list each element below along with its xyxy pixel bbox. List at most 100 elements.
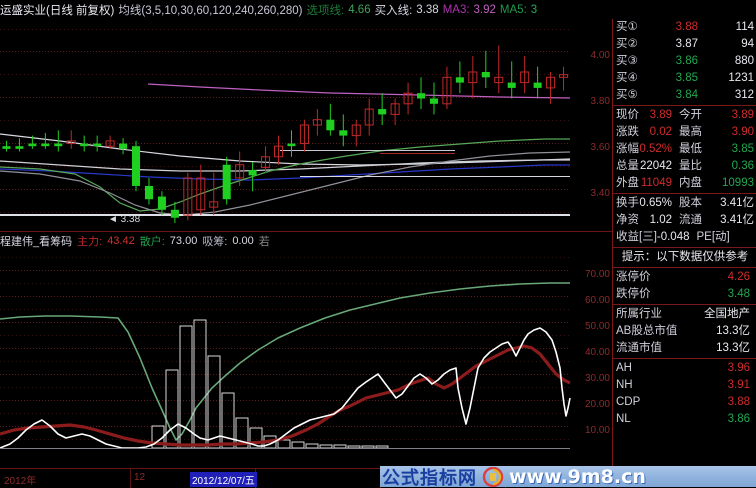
candlestick-chart-panel[interactable]: ◄ 3.38 4.00 3.80 3.60 3.40 xyxy=(0,19,612,231)
bid-level-label: 买③ xyxy=(616,55,638,67)
divider xyxy=(613,267,756,268)
fundamentals-group: 换手 0.65% 股本 3.41亿 净资 1.02 流通 3.41亿 收益[三]… xyxy=(613,195,756,246)
cdp-value: 3.91 xyxy=(727,379,750,391)
stat-value-2: 0.36 xyxy=(731,160,754,172)
stat-label-2: 内盘 xyxy=(679,177,702,189)
quote-stats-group: 现价 3.89 今开 3.89 涨跌 0.02 最高 3.90 涨幅 0.52%… xyxy=(613,107,756,192)
stat-row: 外盘 11049 内盘 10993 xyxy=(613,175,756,192)
ma3-label: MA3: xyxy=(442,3,470,16)
bid-price: 3.84 xyxy=(675,89,698,101)
stat-label-2: 最低 xyxy=(679,143,702,155)
bid-row[interactable]: 买① 3.88 114 xyxy=(613,19,756,36)
bid-row[interactable]: 买③ 3.86 880 xyxy=(613,53,756,70)
buy-line-label: 买入线: xyxy=(374,4,413,17)
cdp-row: CDP 3.88 xyxy=(613,394,756,411)
fundamental-value: -0.048 xyxy=(656,231,690,243)
limit-label: 跌停价 xyxy=(616,288,651,300)
info-label: 流通市值 xyxy=(616,342,662,354)
stat-label: 涨幅 xyxy=(616,143,639,155)
bid-price: 3.85 xyxy=(675,72,698,84)
bid-volume: 312 xyxy=(734,89,754,101)
stat-value-2: 3.90 xyxy=(731,126,754,138)
bid-levels-group: 买① 3.88 114 买② 3.87 94 买③ 3.86 880 买④ 3.… xyxy=(613,19,756,104)
company-info-group: 所属行业 全国地产 AB股总市值 13.3亿 流通市值 13.3亿 xyxy=(613,306,756,357)
fundamental-label: 净资 xyxy=(616,214,639,226)
cdp-value: 3.96 xyxy=(727,362,750,374)
stat-value: 0.52% xyxy=(639,143,672,155)
indicator-name-label[interactable]: 程建伟_看筹码 xyxy=(0,235,73,248)
stat-value: 11049 xyxy=(640,177,672,189)
limit-label: 涨停价 xyxy=(616,271,651,283)
xichou-value: 0.00 xyxy=(232,234,254,247)
cdp-row: AH 3.96 xyxy=(613,360,756,377)
ma-formula-label[interactable]: 均线(3,5,10,30,60,120,240,260,280) xyxy=(118,4,303,17)
stat-label-2: 今开 xyxy=(679,109,702,121)
fundamental-label-2: 流通 xyxy=(679,214,702,226)
site-name-label: 公式指标网 xyxy=(382,467,477,488)
fundamental-label-2: PE[动] xyxy=(696,231,730,243)
selection-line-value: 4.66 xyxy=(348,3,371,16)
limit-row: 跌停价 3.48 xyxy=(613,286,756,303)
sanhu-value: 73.00 xyxy=(169,234,198,247)
fundamental-value: 1.02 xyxy=(649,214,672,226)
stock-name-label[interactable]: 运盛实业(日线 前复权) xyxy=(0,4,115,17)
limit-row: 涨停价 4.26 xyxy=(613,269,756,286)
bid-row[interactable]: 买② 3.87 94 xyxy=(613,36,756,53)
stat-value: 22042 xyxy=(640,160,672,172)
stat-value: 3.89 xyxy=(649,109,672,121)
cdp-value: 3.86 xyxy=(727,413,750,425)
ma5-label: MA5: xyxy=(499,3,527,16)
cdp-row: NH 3.91 xyxy=(613,377,756,394)
zhuli-value: 43.42 xyxy=(107,234,135,247)
fundamental-value-2: 3.41亿 xyxy=(720,197,754,209)
limit-value: 4.26 xyxy=(727,271,750,283)
stat-value: 0.02 xyxy=(649,126,672,138)
fundamental-value: 0.65% xyxy=(639,197,672,209)
cdp-levels-group: AH 3.96 NH 3.91 CDP 3.88 NL 3.86 xyxy=(613,360,756,428)
info-value: 13.3亿 xyxy=(716,342,750,354)
limit-price-group: 涨停价 4.26 跌停价 3.48 xyxy=(613,269,756,303)
fundamental-value-2: 3.41亿 xyxy=(720,214,754,226)
bid-level-label: 买② xyxy=(616,38,638,50)
selection-line-label: 选项线: xyxy=(306,4,345,17)
sanhu-label: 散户: xyxy=(139,235,165,248)
info-value: 13.3亿 xyxy=(716,325,750,337)
xichou-label: 吸筹: xyxy=(202,235,228,248)
fundamental-row: 换手 0.65% 股本 3.41亿 xyxy=(613,195,756,212)
date-year-label: 2012年 xyxy=(4,476,37,487)
divider xyxy=(613,247,756,248)
bid-level-label: 买⑤ xyxy=(616,89,638,101)
stat-label: 现价 xyxy=(616,109,639,121)
bid-price: 3.88 xyxy=(675,21,698,33)
bid-row[interactable]: 买⑤ 3.84 312 xyxy=(613,87,756,104)
fundamental-row: 净资 1.02 流通 3.41亿 xyxy=(613,212,756,229)
divider xyxy=(613,105,756,106)
svg-text:◄ 3.38: ◄ 3.38 xyxy=(108,214,141,225)
stat-row: 现价 3.89 今开 3.89 xyxy=(613,107,756,124)
bid-row[interactable]: 买④ 3.85 1231 xyxy=(613,70,756,87)
bid-level-label: 买④ xyxy=(616,72,638,84)
cdp-label: CDP xyxy=(616,396,641,408)
stat-label-2: 量比 xyxy=(679,160,702,172)
fundamental-label: 收益[三] xyxy=(616,231,657,243)
site-url-label: www.9m8.cn xyxy=(509,466,646,487)
info-row[interactable]: 所属行业 全国地产 xyxy=(613,306,756,323)
stat-value-2: 3.89 xyxy=(731,109,754,121)
bid-volume: 114 xyxy=(735,21,754,33)
selected-date-label[interactable]: 2012/12/07/五 xyxy=(190,472,257,487)
ma5-value: 3 xyxy=(530,3,538,16)
date-tick xyxy=(130,469,131,488)
stat-label: 外盘 xyxy=(616,177,639,189)
stat-label: 总量 xyxy=(616,160,639,172)
indicator-tail-text: 若 xyxy=(258,235,270,248)
divider xyxy=(613,193,756,194)
buy-line-value: 3.38 xyxy=(416,3,439,16)
quote-side-panel[interactable]: 买① 3.88 114 买② 3.87 94 买③ 3.86 880 买④ 3.… xyxy=(612,19,756,468)
cdp-value: 3.88 xyxy=(727,396,750,408)
chip-distribution-indicator-panel[interactable]: 70.00 60.00 50.00 40.00 30.00 20.00 10.0… xyxy=(0,248,612,468)
stat-row: 涨幅 0.52% 最低 3.85 xyxy=(613,141,756,158)
stat-row: 总量 22042 量比 0.36 xyxy=(613,158,756,175)
divider xyxy=(613,358,756,359)
stat-row: 涨跌 0.02 最高 3.90 xyxy=(613,124,756,141)
